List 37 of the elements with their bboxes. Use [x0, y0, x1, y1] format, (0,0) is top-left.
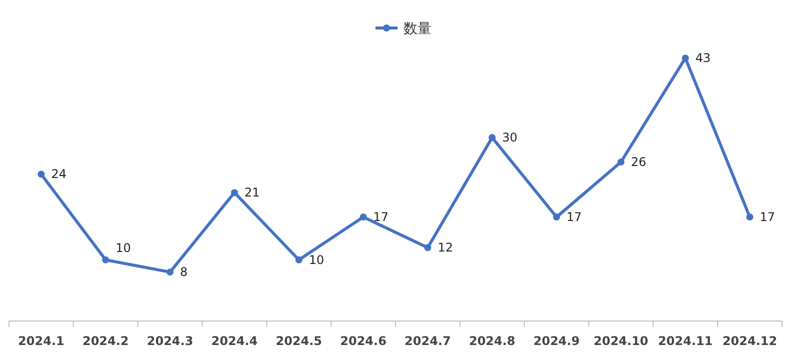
point: [295, 256, 302, 264]
x-tick-label: 2024.4: [211, 334, 258, 348]
point: [424, 244, 432, 252]
data-label: 21: [244, 186, 260, 200]
data-label: 17: [760, 210, 776, 224]
x-tick-label: 2024.7: [404, 334, 451, 348]
data-label: 17: [566, 210, 582, 224]
x-tick-label: 2024.2: [82, 334, 129, 348]
data-label: 10: [308, 252, 324, 267]
x-tick-label: 2024.3: [146, 334, 194, 348]
data-label: 30: [502, 130, 518, 145]
point: [617, 158, 624, 166]
x-tick-label: 2024.6: [340, 334, 386, 348]
point: [102, 256, 110, 264]
data-label: 12: [438, 240, 453, 255]
data-label: 43: [695, 51, 711, 66]
point: [682, 54, 689, 62]
point: [360, 214, 367, 221]
point: [488, 134, 496, 142]
data-label: 17: [373, 210, 389, 224]
x-tick-label: 2024.9: [533, 334, 580, 348]
x-tick-label: 2024.12: [722, 334, 778, 348]
x-tick-label: 2024.11: [658, 334, 713, 348]
data-label: 26: [630, 155, 646, 170]
x-tick-label: 2024.5: [276, 334, 322, 348]
point: [166, 268, 174, 276]
x-tick-label: 2024.1: [18, 334, 64, 348]
data-label: 24: [51, 167, 66, 182]
point: [38, 170, 45, 178]
data-label: 10: [116, 240, 131, 255]
x-tick-label: 2024.10: [594, 334, 648, 348]
point: [553, 214, 560, 221]
point: [230, 189, 238, 196]
x-tick-label: 2024.8: [468, 334, 516, 348]
data-label: 8: [180, 265, 188, 280]
legend-label: 数量: [404, 21, 432, 37]
point: [746, 214, 754, 221]
